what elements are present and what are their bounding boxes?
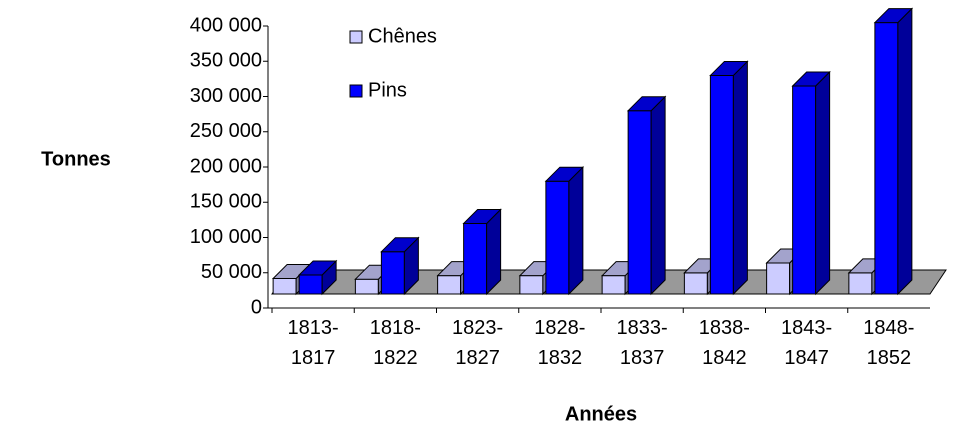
bar-front — [380, 251, 405, 295]
bar-side — [732, 60, 748, 296]
bar-top — [873, 8, 914, 24]
bar-front — [545, 180, 570, 295]
bar-side — [897, 7, 913, 296]
bar-front — [627, 110, 652, 295]
bar-top — [626, 96, 667, 112]
legend-label: Pins — [368, 79, 407, 101]
bar-front — [463, 223, 488, 295]
bar-front — [874, 22, 899, 295]
y-tick-label: 350 000 — [190, 50, 262, 72]
bar-top — [709, 60, 749, 76]
bar-front — [272, 277, 297, 295]
y-tick-label: 100 000 — [190, 226, 262, 248]
x-axis-label: Années — [565, 403, 637, 425]
bar-front — [709, 74, 734, 295]
y-tick-label: 250 000 — [190, 120, 262, 142]
y-tick-label: 0 — [251, 296, 262, 318]
x-tick-label: 1833-1837 — [616, 317, 668, 369]
y-tick-label: 400 000 — [190, 14, 262, 36]
bar-front — [354, 278, 379, 295]
x-tick-label: 1838-1842 — [698, 317, 750, 369]
legend-swatch — [349, 84, 363, 98]
y-axis-label: Tonnes — [41, 148, 111, 170]
bar-front — [792, 85, 817, 295]
bar-front — [848, 272, 873, 295]
bar-top — [544, 166, 585, 182]
bar-front — [601, 275, 626, 295]
bar-front — [519, 275, 544, 295]
bar-top — [791, 71, 831, 87]
x-tick-label: 1828-1832 — [534, 317, 586, 369]
legend-swatch — [349, 30, 363, 44]
y-tick-label: 50 000 — [201, 261, 262, 283]
bar-side — [815, 70, 831, 296]
bar-side — [568, 165, 584, 296]
bar-front — [437, 275, 462, 295]
bar-front — [298, 274, 323, 295]
x-tick-label: 1823-1827 — [452, 317, 504, 369]
bar-top — [297, 260, 338, 276]
x-tick-label: 1848-1852 — [863, 317, 915, 369]
bar-side — [486, 208, 502, 296]
bar-top — [462, 209, 502, 224]
bar-top — [380, 237, 420, 253]
legend-label: Chênes — [368, 25, 437, 47]
x-tick-label: 1818-1822 — [369, 317, 421, 369]
y-tick-label: 150 000 — [190, 191, 262, 213]
y-tick-label: 300 000 — [190, 85, 262, 107]
x-tick-label: 1813-1817 — [287, 317, 339, 369]
bar-side — [650, 95, 666, 296]
y-tick-label: 200 000 — [190, 155, 262, 177]
bar-front — [766, 262, 791, 295]
bar-front — [683, 272, 708, 295]
x-tick-label: 1843-1847 — [781, 317, 833, 369]
